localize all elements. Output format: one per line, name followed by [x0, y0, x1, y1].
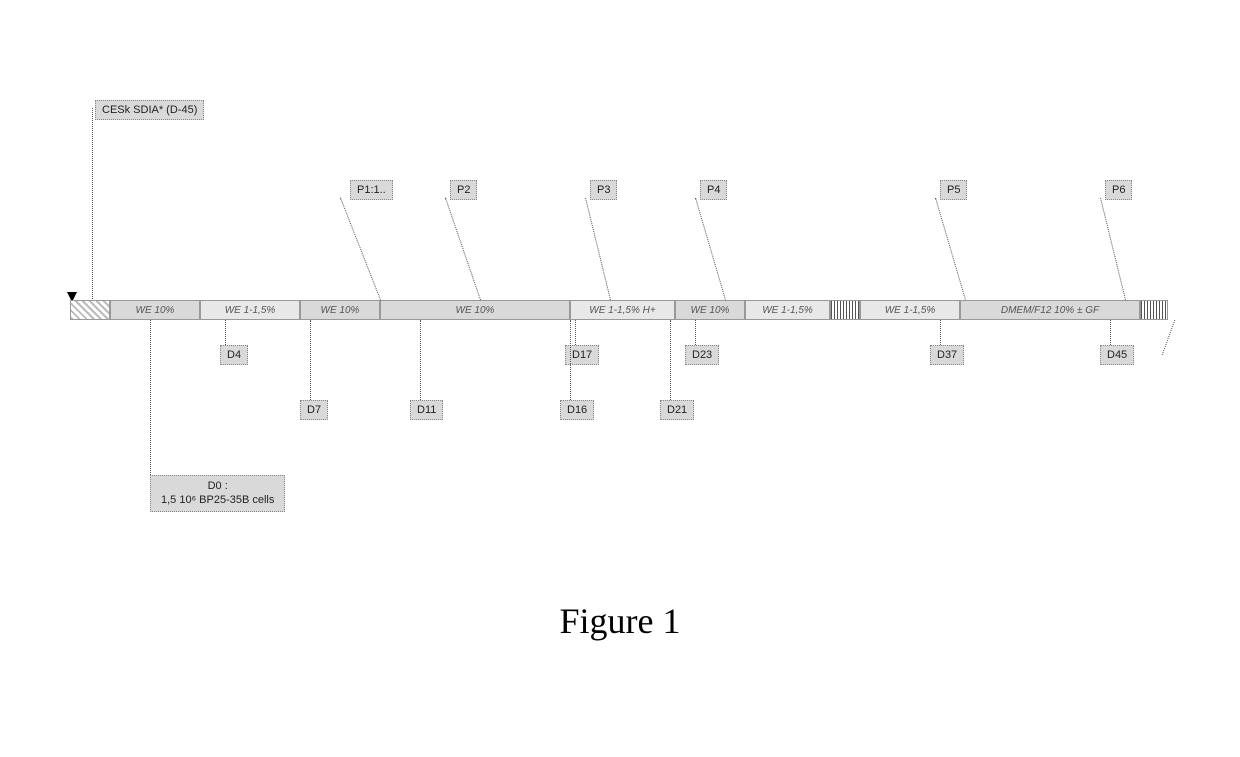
passage-leader-p2 — [445, 198, 481, 300]
passage-label-p1: P1:1.. — [350, 180, 393, 200]
origin-arrow-vertical — [92, 108, 93, 303]
day-label-d23: D23 — [685, 345, 719, 365]
day-leader-d23 — [695, 320, 696, 345]
day-label-d45: D45 — [1100, 345, 1134, 365]
passage-leader-p4 — [695, 198, 726, 300]
day-label-d37: D37 — [930, 345, 964, 365]
bar-segment-1: WE 10% — [110, 300, 200, 320]
passage-label-p4: P4 — [700, 180, 727, 200]
day-label-d21: D21 — [660, 400, 694, 420]
bar-segment-2: WE 1-1,5% — [200, 300, 300, 320]
day-leader-d4 — [225, 320, 226, 345]
d0-label-box: D0 : 1,5 10⁶ BP25-35B cells — [150, 475, 285, 512]
day-leader-d7 — [310, 320, 311, 400]
passage-leader-p1 — [340, 198, 381, 300]
bar-segment-11 — [1140, 300, 1168, 320]
passage-leader-p3 — [585, 198, 611, 300]
passage-leader-p6 — [1100, 198, 1126, 300]
day-label-d7: D7 — [300, 400, 328, 420]
day-leader-d17 — [575, 320, 576, 345]
day-leader-d16 — [570, 320, 571, 400]
figure-caption: Figure 1 — [0, 600, 1240, 642]
origin-label-box: CESk SDIA* (D-45) — [95, 100, 204, 120]
day-label-d11: D11 — [410, 400, 443, 420]
bar-segment-8 — [830, 300, 860, 320]
d0-leader-line — [150, 320, 151, 475]
day-label-d4: D4 — [220, 345, 248, 365]
bar-segment-4: WE 10% — [380, 300, 570, 320]
passage-leader-p5 — [935, 198, 966, 300]
passage-label-p5: P5 — [940, 180, 967, 200]
bar-segment-10: DMEM/F12 10% ± GF — [960, 300, 1140, 320]
day-leader-d21 — [670, 320, 671, 400]
day-leader-d37 — [940, 320, 941, 345]
bar-segment-9: WE 1-1,5% — [860, 300, 960, 320]
bar-segment-5: WE 1-1,5% H+ — [570, 300, 675, 320]
bar-segment-6: WE 10% — [675, 300, 745, 320]
day-label-d16: D16 — [560, 400, 594, 420]
passage-label-p3: P3 — [590, 180, 617, 200]
day-leader-d45 — [1110, 320, 1111, 345]
bar-segment-3: WE 10% — [300, 300, 380, 320]
timeline-bar: WE 10%WE 1-1,5%WE 10%WE 10%WE 1-1,5% H+W… — [70, 300, 1170, 320]
passage-label-p6: P6 — [1105, 180, 1132, 200]
bar-segment-0 — [70, 300, 110, 320]
bar-segment-7: WE 1-1,5% — [745, 300, 830, 320]
bar-end-tail — [1162, 320, 1176, 355]
day-leader-d11 — [420, 320, 421, 400]
passage-label-p2: P2 — [450, 180, 477, 200]
